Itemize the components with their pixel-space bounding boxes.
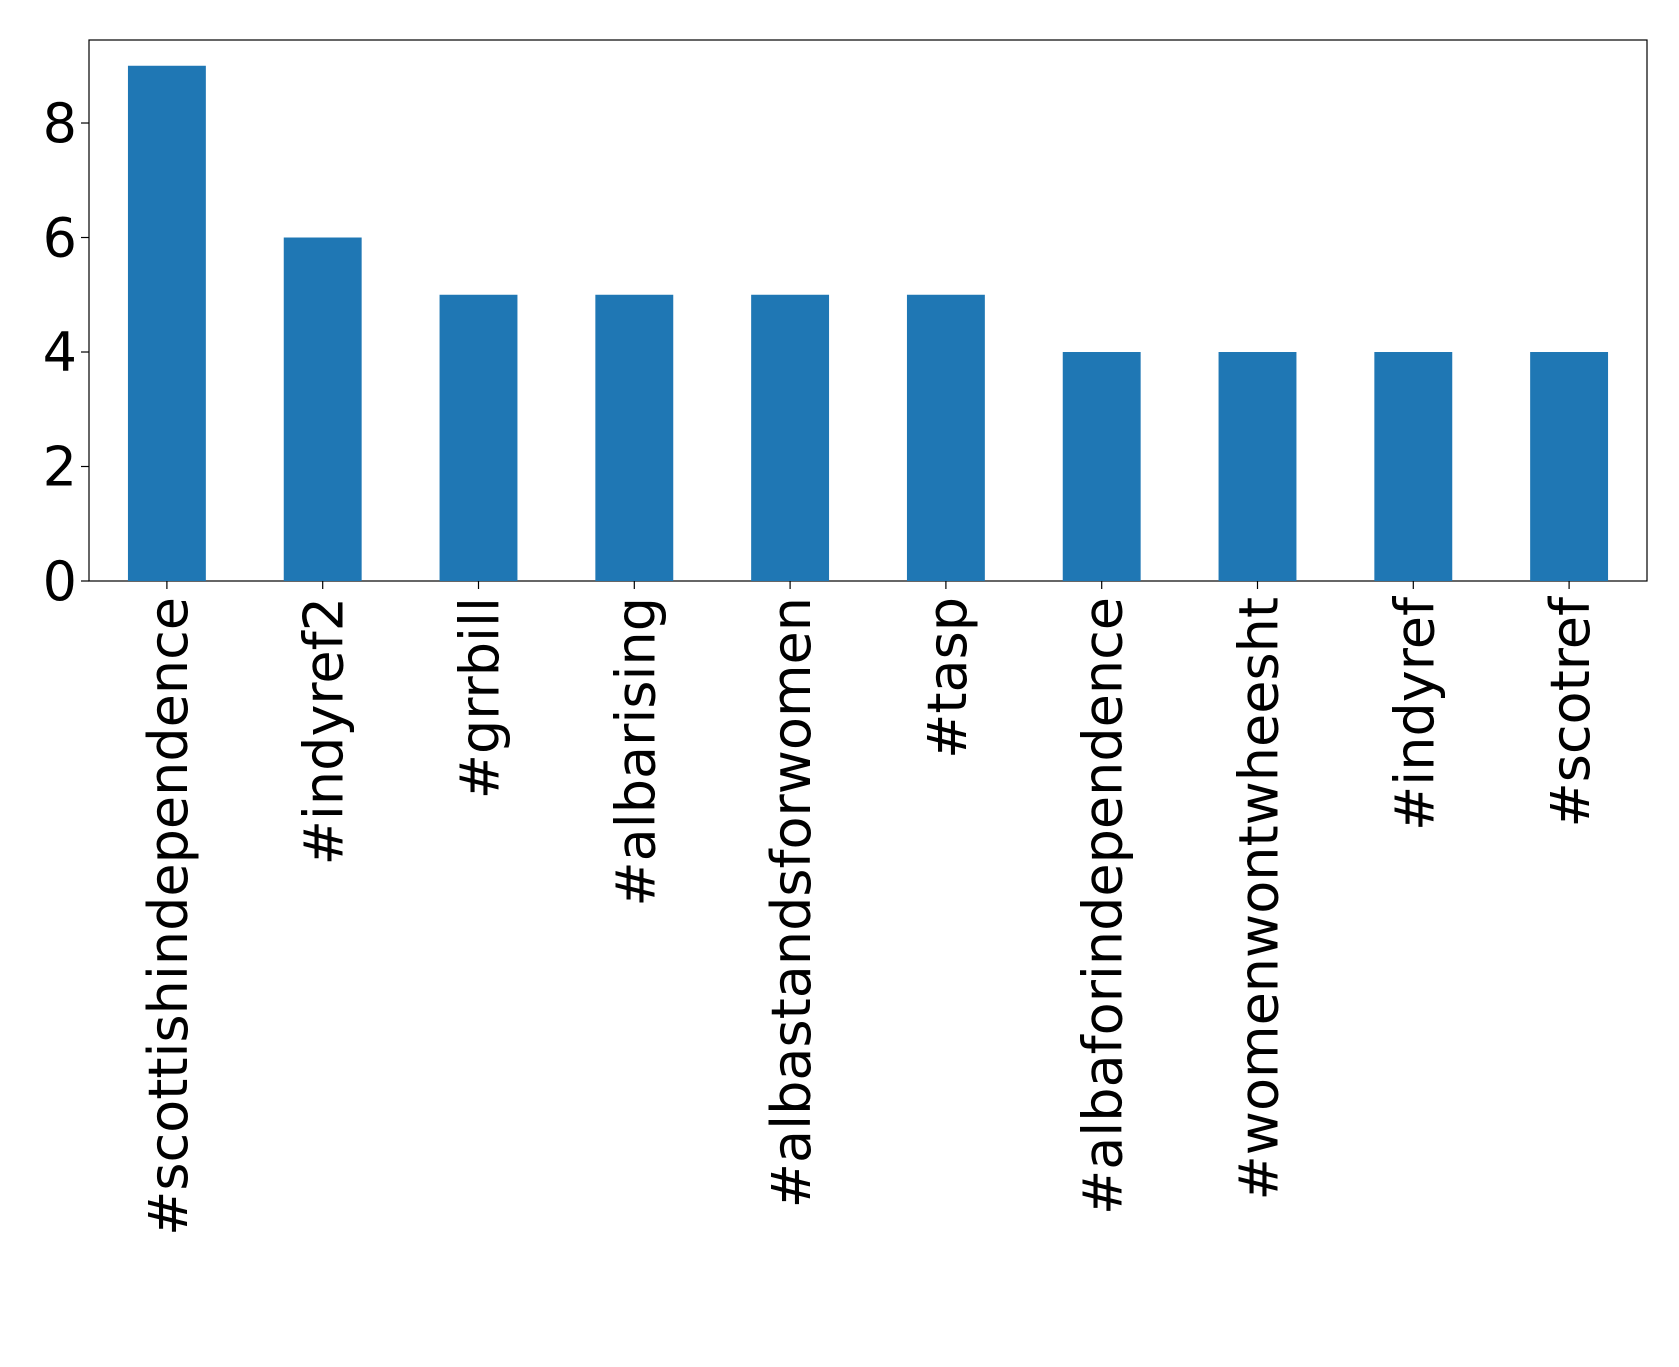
- bar: [1218, 352, 1297, 581]
- bar: [439, 294, 518, 581]
- y-tick-label: 2: [43, 436, 77, 499]
- x-tick-label: #indyref2: [293, 597, 356, 865]
- bar: [751, 294, 830, 581]
- y-tick-label: 6: [43, 207, 77, 270]
- bar: [1530, 352, 1609, 581]
- y-tick-label: 0: [43, 550, 77, 613]
- x-tick-label: #albarising: [604, 597, 667, 907]
- x-tick-label: #indyref: [1383, 595, 1446, 831]
- x-tick-label: #grrbill: [449, 597, 512, 799]
- bar: [1374, 352, 1453, 581]
- y-tick-label: 8: [43, 92, 77, 155]
- plot-frame: [88, 39, 1648, 582]
- x-tick-label: #scotref: [1539, 595, 1602, 828]
- x-tick-label: #tasp: [916, 597, 979, 759]
- x-tick-label: #womenwontwheesht: [1228, 597, 1291, 1200]
- bar: [595, 294, 674, 581]
- bar: [283, 237, 362, 581]
- x-tick-label: #albaforindependence: [1072, 597, 1135, 1215]
- bar: [906, 294, 985, 581]
- y-tick-label: 4: [43, 321, 77, 384]
- x-tick-label: #albastandsforwomen: [760, 597, 823, 1208]
- x-tick-label: #scottishindependence: [137, 597, 200, 1236]
- bar: [1062, 352, 1141, 581]
- bar: [127, 65, 206, 581]
